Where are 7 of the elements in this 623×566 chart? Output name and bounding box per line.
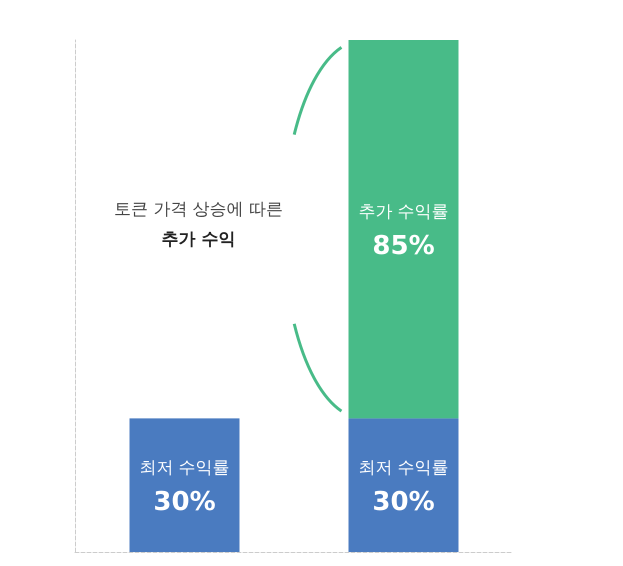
series-label: 최저 수익률 <box>139 458 230 478</box>
annotation: 토큰 가격 상승에 따른 추가 수익 <box>114 200 284 250</box>
data-label: 30% <box>372 487 435 518</box>
series-label: 추가 수익률 <box>358 202 449 222</box>
data-label: 30% <box>153 487 216 518</box>
text: 최저 수익률 <box>358 458 449 478</box>
data-label: 85% <box>372 231 435 262</box>
